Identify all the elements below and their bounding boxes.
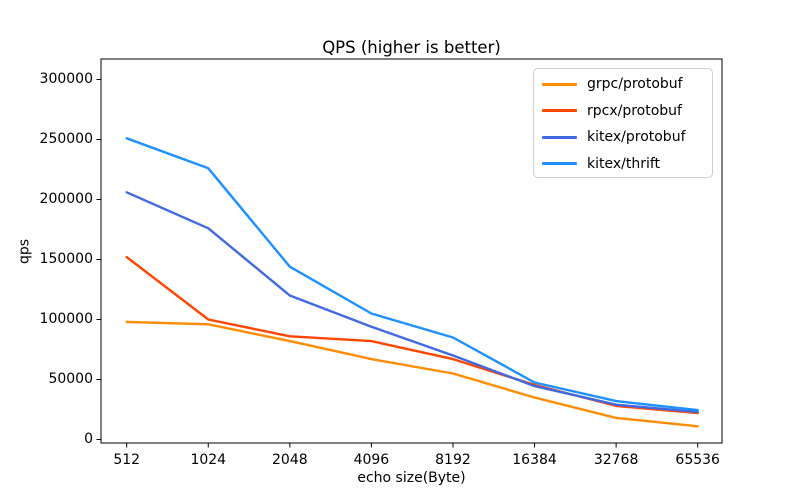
legend-label: kitex/thrift xyxy=(587,155,661,172)
x-tick-label: 2048 xyxy=(272,452,308,468)
y-tick-label: 150000 xyxy=(39,251,93,267)
axis-ticks xyxy=(96,79,699,448)
y-axis-label: qps xyxy=(16,238,33,265)
y-tick-label: 200000 xyxy=(39,191,93,207)
legend-line-swatch xyxy=(542,135,577,139)
x-tick-label: 1024 xyxy=(190,452,227,468)
legend-entry: kitex/protobuf xyxy=(534,124,712,151)
series-line-grpc-protobuf xyxy=(125,320,699,428)
legend-entry: rpcx/protobuf xyxy=(534,98,712,125)
x-tick-label: 65536 xyxy=(675,452,720,468)
legend-line-swatch xyxy=(542,162,577,166)
legend-entry: kitex/thrift xyxy=(534,151,712,178)
plot-border xyxy=(100,58,723,444)
series-line-kitex-protobuf xyxy=(125,191,699,414)
y-tick-label: 0 xyxy=(84,431,93,447)
legend-label: grpc/protobuf xyxy=(587,76,683,93)
y-tick-label: 250000 xyxy=(39,131,93,147)
x-tick-label: 4096 xyxy=(353,452,390,468)
x-tick-label: 32768 xyxy=(593,452,639,468)
series-line-kitex-thrift xyxy=(125,137,699,412)
x-axis-label: echo size(Byte) xyxy=(357,470,466,486)
x-tick-label: 16384 xyxy=(512,452,557,468)
series-line-rpcx-protobuf xyxy=(125,255,699,415)
x-tick-label: 512 xyxy=(113,452,141,468)
legend: grpc/protobuf rpcx/protobuf kitex/protobuf… xyxy=(533,68,713,178)
legend-line-swatch xyxy=(542,109,577,113)
legend-line-swatch xyxy=(542,82,577,86)
legend-entry: grpc/protobuf xyxy=(534,71,712,98)
legend-label: kitex/protobuf xyxy=(587,129,686,146)
series-lines xyxy=(125,137,699,428)
legend-label: rpcx/protobuf xyxy=(587,102,682,119)
y-tick-label: 50000 xyxy=(48,371,93,387)
y-tick-label: 100000 xyxy=(39,311,93,327)
chart-title: QPS (higher is better) xyxy=(322,38,501,57)
y-tick-label: 300000 xyxy=(39,71,93,87)
x-tick-label: 8192 xyxy=(435,452,471,468)
